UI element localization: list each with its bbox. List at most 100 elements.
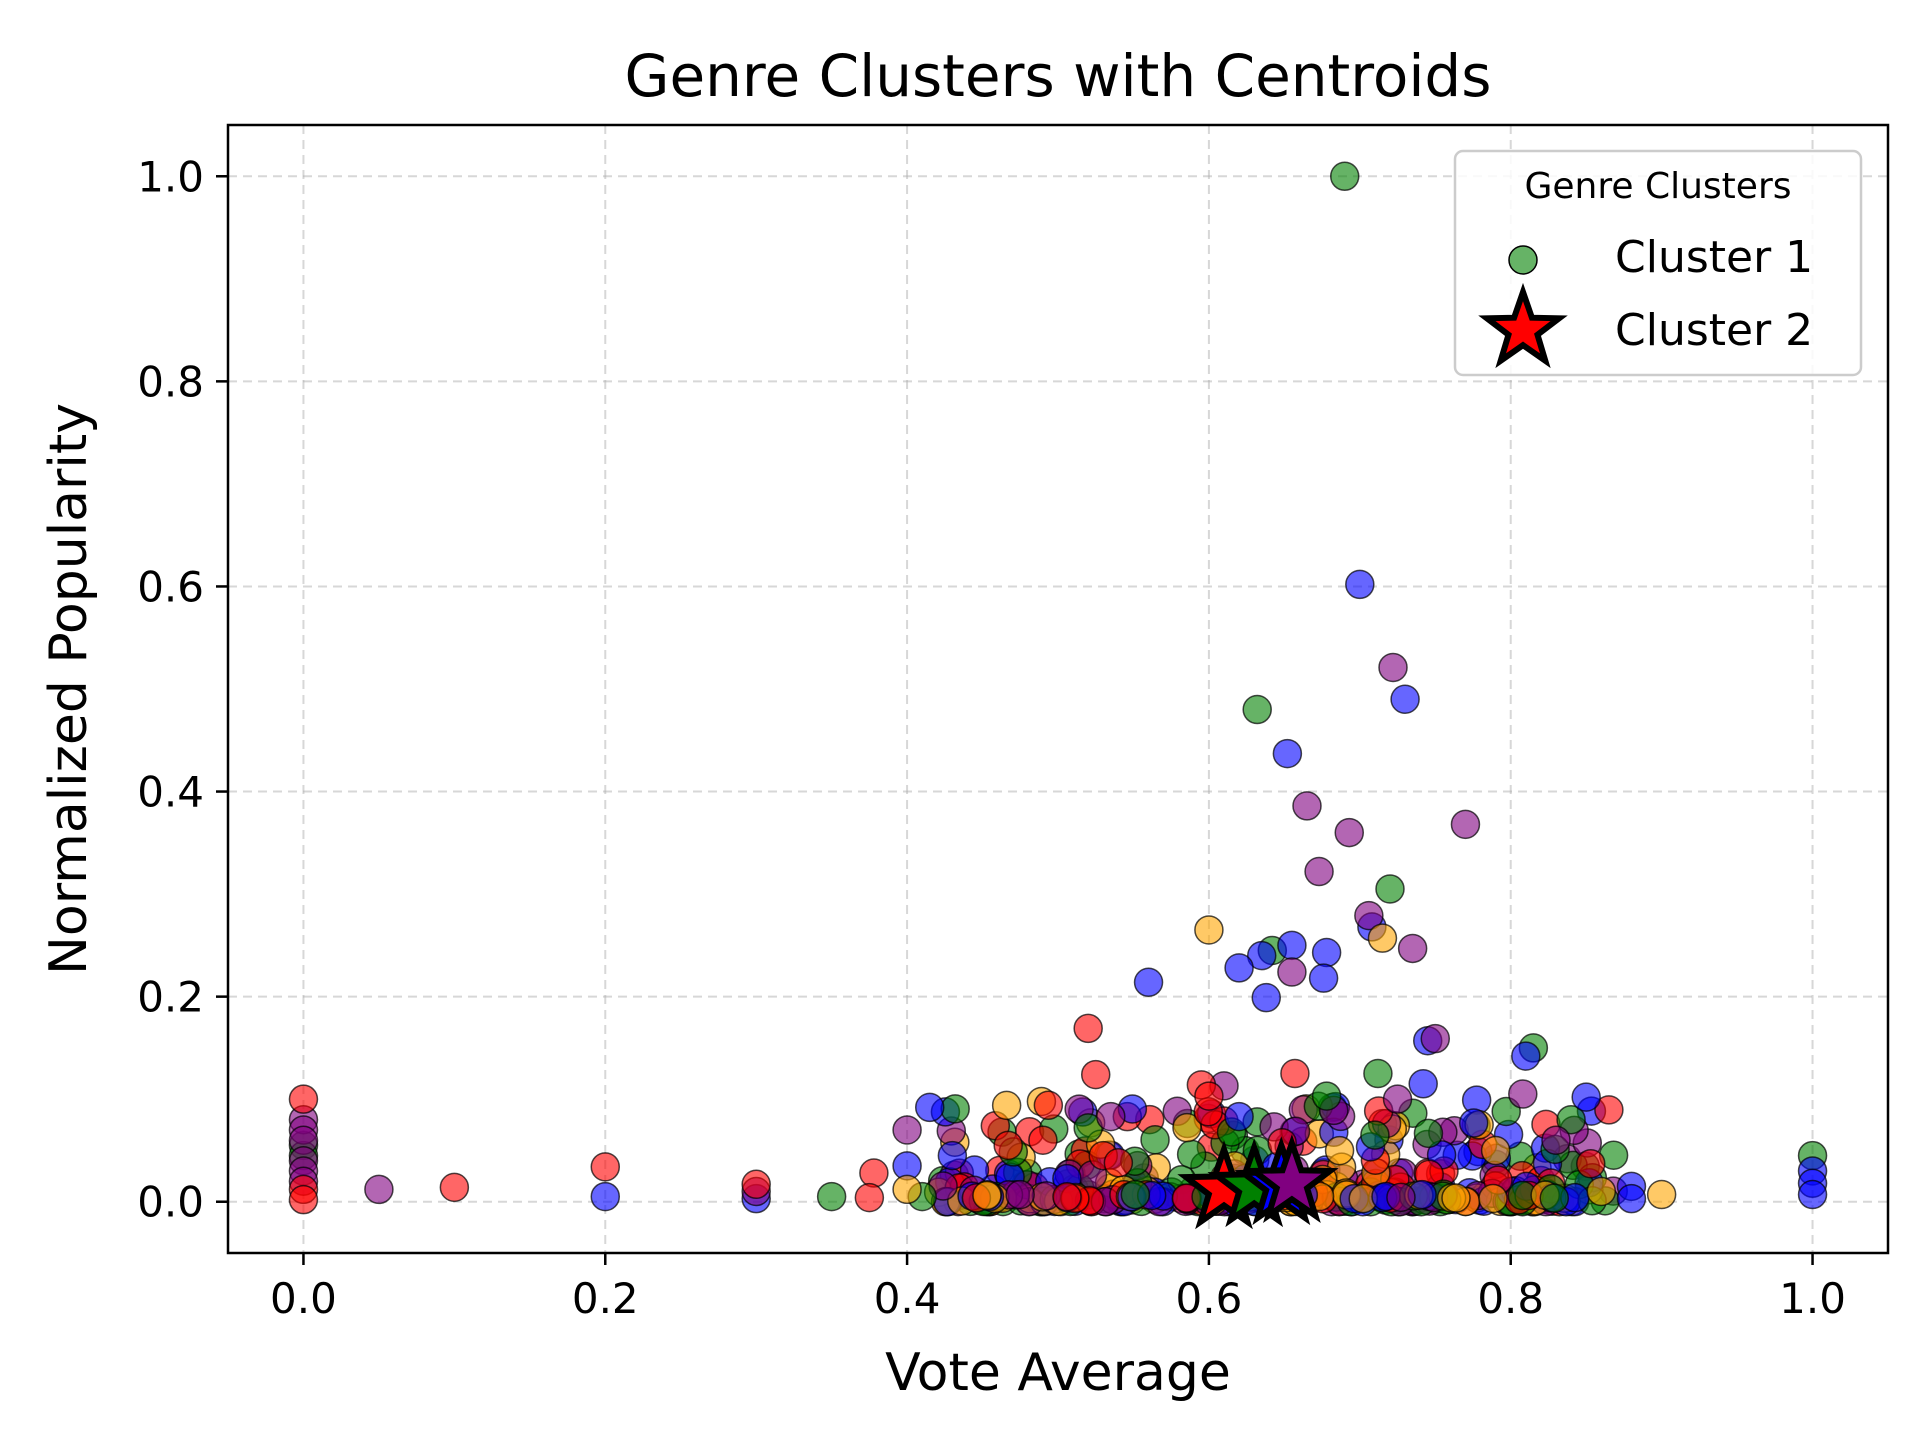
data-point	[1304, 856, 1334, 887]
data-point	[993, 1130, 1023, 1161]
data-point	[1397, 933, 1428, 964]
data-point	[1277, 957, 1307, 987]
data-point	[1194, 915, 1224, 945]
y-tick-label: 0.0	[137, 1178, 204, 1227]
data-point	[1556, 1104, 1586, 1135]
data-point	[892, 1115, 922, 1145]
data-point	[1277, 930, 1307, 961]
data-point	[288, 1184, 319, 1215]
y-tick-label: 0.4	[137, 768, 204, 817]
data-point	[1052, 1182, 1082, 1212]
data-point	[816, 1181, 847, 1212]
data-point	[1311, 937, 1342, 968]
data-point	[1390, 684, 1420, 715]
data-point	[892, 1174, 922, 1205]
data-point	[937, 1140, 968, 1171]
data-point	[1103, 1148, 1134, 1178]
data-point	[1194, 1081, 1224, 1111]
x-tick-label: 0.2	[572, 1274, 639, 1323]
data-point	[1511, 1041, 1541, 1071]
plot-area-frame	[226, 123, 1890, 1255]
data-point	[1080, 1059, 1111, 1090]
legend-marker-cluster-2	[1478, 282, 1568, 369]
data-point	[1382, 1084, 1413, 1114]
data-point	[1363, 1058, 1393, 1089]
data-point	[1292, 791, 1322, 821]
data-point	[1646, 1179, 1677, 1210]
data-point	[914, 1092, 945, 1123]
x-tick-label: 0.6	[1176, 1274, 1243, 1323]
data-point	[1571, 1082, 1601, 1112]
data-point	[1272, 738, 1303, 769]
data-point	[439, 1172, 470, 1203]
data-point	[1140, 1125, 1170, 1155]
legend-title: Genre Clusters	[1525, 166, 1792, 207]
y-tick-label: 0.8	[137, 357, 204, 406]
data-point	[1413, 1118, 1444, 1149]
data-point	[364, 1174, 394, 1205]
data-point	[1541, 1125, 1571, 1155]
data-point	[288, 1084, 319, 1114]
data-point	[854, 1182, 885, 1213]
data-point	[1420, 1023, 1451, 1054]
data-point	[1028, 1125, 1058, 1155]
data-point	[940, 1094, 970, 1124]
data-point	[1576, 1148, 1606, 1179]
legend: Genre Clusters Cluster 1 Cluster 2	[1453, 149, 1863, 377]
data-point	[1378, 652, 1408, 683]
data-point	[1480, 1135, 1511, 1166]
data-point	[1441, 1183, 1471, 1213]
data-point	[1458, 1108, 1489, 1138]
data-point	[1329, 161, 1360, 192]
data-point	[1308, 963, 1339, 993]
data-point	[1242, 694, 1272, 725]
data-point	[1586, 1176, 1617, 1207]
y-tick-label: 0.2	[137, 973, 204, 1022]
data-point	[1120, 1179, 1151, 1210]
data-point	[1334, 817, 1365, 848]
data-point	[1096, 1101, 1126, 1132]
data-point	[1797, 1179, 1828, 1210]
data-point	[1033, 1090, 1064, 1121]
data-point	[1508, 1079, 1538, 1109]
data-point	[1224, 953, 1254, 983]
data-point	[1073, 1013, 1103, 1044]
data-point	[1280, 1058, 1310, 1089]
data-point	[1386, 1182, 1416, 1213]
data-point	[1133, 967, 1164, 998]
data-point	[590, 1152, 621, 1182]
x-tick-label: 0.0	[270, 1274, 337, 1323]
x-axis-label: Vote Average	[885, 1343, 1231, 1403]
x-tick-label: 0.8	[1477, 1274, 1544, 1323]
data-point	[1005, 1179, 1035, 1210]
chart-title: Genre Clusters with Centroids	[625, 42, 1492, 110]
y-axis-label: Normalized Popularity	[39, 403, 99, 975]
data-point	[1176, 1139, 1207, 1170]
data-point	[590, 1181, 621, 1212]
y-tick-label: 0.6	[137, 562, 204, 611]
data-point	[1345, 569, 1375, 600]
data-point	[1408, 1069, 1438, 1099]
legend-label-cluster-1: Cluster 1	[1615, 232, 1813, 283]
x-tick-label: 1.0	[1779, 1274, 1846, 1323]
data-point	[1224, 1101, 1254, 1132]
data-point	[1360, 1120, 1390, 1150]
legend-marker-cluster-1	[1508, 245, 1538, 275]
data-point	[859, 1158, 889, 1188]
data-point	[1375, 874, 1405, 904]
data-point	[1324, 1135, 1355, 1166]
data-point	[1478, 1183, 1508, 1214]
data-point	[1251, 982, 1282, 1013]
centroid-markers	[1177, 1134, 1339, 1230]
data-point	[972, 1180, 1002, 1211]
data-point	[1172, 1112, 1202, 1143]
data-point	[1354, 900, 1384, 931]
data-point	[741, 1169, 771, 1200]
data-point	[1311, 1081, 1342, 1111]
data-point	[1539, 1183, 1570, 1213]
data-point	[1616, 1183, 1647, 1214]
legend-label-cluster-2: Cluster 2	[1615, 305, 1813, 356]
axes-ticks: 0.0 0.2 0.4 0.6 0.8 1.0 0.0 0.2 0.4 0.6 0.8 1.0	[137, 152, 1846, 1323]
